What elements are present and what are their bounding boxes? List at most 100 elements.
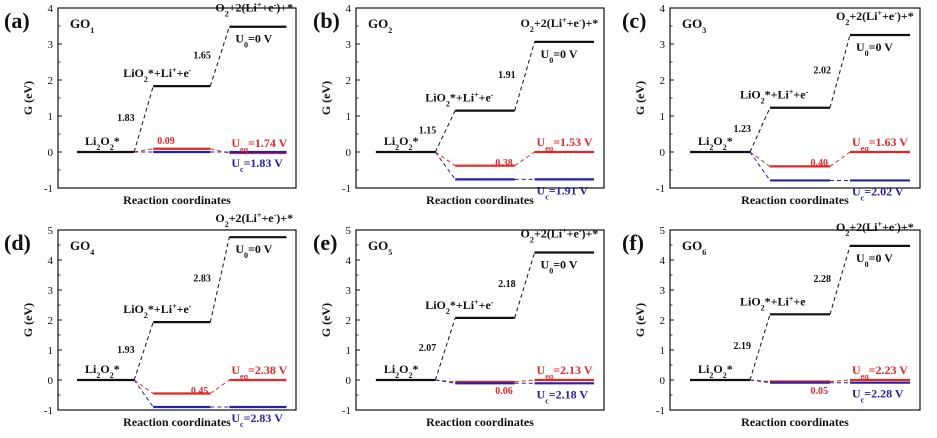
y-tick-label: 1 — [48, 111, 54, 123]
y-tick-label: 4 — [346, 3, 352, 15]
panel-b: -1 0 1 2 3 4 G (eV) Reaction coordinates (b) GO2 L… — [313, 3, 605, 207]
y-tick-label: 3 — [660, 39, 666, 51]
step1-label: 2.19 — [734, 341, 752, 352]
step2-label: 2.83 — [193, 274, 211, 285]
material-label: GO5 — [368, 238, 392, 257]
connector-step2 — [209, 237, 230, 323]
red-connector-2 — [829, 151, 851, 167]
y-tick-label: 0 — [346, 147, 352, 159]
step2-label: 2.28 — [814, 274, 832, 285]
species-li2o2: Li2O2* — [384, 134, 419, 152]
y-axis-label: G (eV) — [633, 303, 647, 337]
y-tick-label: 2 — [346, 75, 352, 87]
y-tick-label: -1 — [342, 405, 351, 417]
x-axis-label: Reaction coordinates — [741, 193, 849, 207]
y-tick-label: 5 — [346, 225, 352, 237]
species-lio2: LiO2*+Li++e- — [123, 66, 192, 84]
connector-step1 — [133, 321, 154, 381]
species-o2: O2+2(Li++e-)+* — [215, 211, 293, 229]
red-connector-1 — [133, 379, 154, 394]
step1-label: 1.93 — [117, 345, 135, 356]
connector-step1 — [749, 314, 771, 381]
panel-f: -1 0 1 2 3 4 5 G (eV) Reaction coordinates (f) GO6… — [622, 219, 921, 429]
material-label: GO4 — [70, 238, 94, 257]
blue-connector-1 — [749, 151, 771, 181]
panel-label: (b) — [313, 8, 340, 33]
connector-step1 — [133, 85, 154, 153]
connector-step1 — [434, 317, 456, 381]
y-tick-label: 2 — [346, 315, 352, 327]
panel-label: (a) — [4, 8, 30, 33]
y-tick-label: 2 — [48, 315, 54, 327]
uc-label: Uc=2.83 V — [231, 411, 283, 429]
panel-e: -1 0 1 2 3 4 5 G (eV) Reaction coordinates (e) GO5… — [313, 225, 605, 429]
blue-connector-1 — [133, 379, 154, 408]
red-connector-2 — [514, 379, 535, 383]
ueq-label: Ueq=1.53 V — [537, 135, 593, 153]
red-connector-2 — [210, 379, 230, 394]
y-tick-label: 1 — [346, 345, 352, 357]
step1-label: 2.07 — [419, 343, 437, 354]
u0-label: U0=0 V — [856, 251, 893, 269]
panel-a: -1 0 1 2 3 4 G (eV) Reaction coordinates (a) GO1 L… — [4, 0, 297, 207]
y-tick-label: 2 — [660, 75, 666, 87]
y-tick-label: 4 — [48, 255, 54, 267]
connector-step2 — [514, 252, 536, 319]
y-tick-label: 2 — [660, 315, 666, 327]
step1-label: 1.23 — [734, 124, 752, 135]
blue-connector-1 — [434, 151, 456, 180]
y-tick-label: 3 — [660, 285, 666, 297]
step2-label: 2.02 — [814, 65, 832, 76]
y-tick-label: 3 — [346, 285, 352, 297]
blue-connector-1 — [435, 379, 456, 384]
y-axis-label: G (eV) — [21, 81, 35, 115]
uc-label: Uc=1.83 V — [231, 156, 283, 174]
step1-label: 1.15 — [419, 125, 437, 136]
uc-label: Uc=2.28 V — [852, 387, 904, 405]
species-o2: O2+2(Li++e-)+* — [521, 226, 599, 244]
y-axis-label: G (eV) — [319, 81, 333, 115]
red-connector-1 — [749, 151, 771, 167]
red-step-label: 0.38 — [495, 158, 513, 169]
x-axis-label: Reaction coordinates — [741, 415, 849, 429]
panel-label: (c) — [622, 8, 646, 33]
y-tick-label: 4 — [660, 3, 666, 15]
y-tick-label: -1 — [44, 183, 53, 195]
panel-label: (d) — [4, 230, 31, 255]
blue-connector-1 — [749, 379, 771, 384]
x-axis-label: Reaction coordinates — [426, 415, 534, 429]
red-connector-1 — [435, 151, 456, 167]
red-step-label: 0.45 — [191, 386, 209, 397]
connector-step2 — [514, 41, 536, 111]
red-step-label: 0.40 — [811, 158, 829, 169]
species-lio2: LiO2*+Li++e- — [425, 297, 494, 315]
y-tick-label: 1 — [346, 111, 352, 123]
plot-frame — [57, 229, 297, 411]
y-axis-label: G (eV) — [633, 81, 647, 115]
y-tick-label: 0 — [660, 147, 666, 159]
uc-label: Uc=1.91 V — [537, 183, 589, 201]
species-lio2: LiO2*+Li++e- — [425, 90, 494, 108]
panel-label: (f) — [622, 230, 644, 255]
species-lio2: LiO2*+Li++e- — [740, 87, 809, 105]
red-connector-2 — [514, 151, 535, 167]
red-step-label: 0.09 — [157, 136, 175, 147]
y-axis-label: G (eV) — [319, 303, 333, 337]
connector-step2 — [829, 245, 851, 315]
material-label: GO1 — [70, 16, 94, 35]
ueq-label: Ueq=2.38 V — [231, 363, 287, 381]
y-tick-label: -1 — [656, 405, 665, 417]
u0-label: U0=0 V — [235, 32, 272, 50]
species-o2: O2+2(Li++e-)+* — [836, 219, 914, 237]
connector-step1 — [434, 110, 456, 153]
u0-label: U0=0 V — [541, 258, 578, 276]
y-tick-label: 3 — [346, 39, 352, 51]
uc-label: Uc=2.18 V — [537, 387, 589, 405]
red-connector-1 — [134, 148, 154, 153]
y-tick-label: -1 — [342, 183, 351, 195]
species-li2o2: Li2O2* — [698, 362, 733, 380]
material-label: GO6 — [682, 238, 706, 257]
y-axis-label: G (eV) — [21, 303, 35, 337]
y-tick-label: 2 — [48, 75, 54, 87]
